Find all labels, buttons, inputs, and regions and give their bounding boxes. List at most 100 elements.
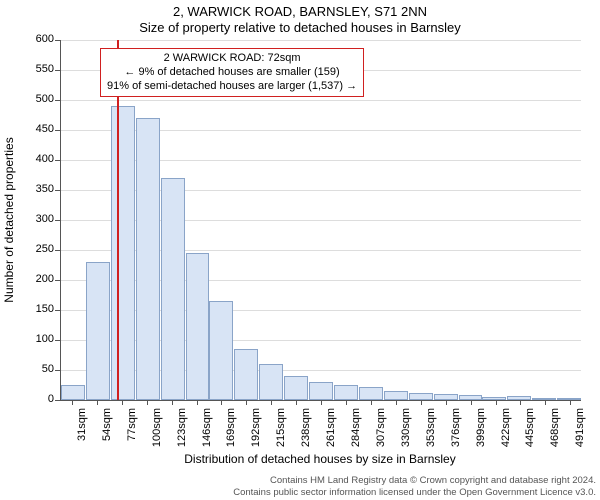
x-tick-label: 31sqm (76, 408, 88, 468)
x-tick-mark (396, 400, 397, 405)
annotation-box: 2 WARWICK ROAD: 72sqm← 9% of detached ho… (100, 48, 364, 97)
y-tick-label: 100 (20, 333, 54, 345)
x-tick-mark (371, 400, 372, 405)
x-tick-label: 238sqm (300, 408, 312, 468)
x-tick-mark (271, 400, 272, 405)
x-tick-mark (197, 400, 198, 405)
footer-attribution: Contains HM Land Registry data © Crown c… (0, 475, 600, 498)
histogram-bar (259, 364, 283, 400)
x-tick-mark (221, 400, 222, 405)
y-tick-mark (55, 280, 60, 281)
histogram-bar (86, 262, 110, 400)
histogram-bar (209, 301, 233, 400)
x-tick-mark (147, 400, 148, 405)
histogram-bar (384, 391, 408, 400)
x-tick-label: 307sqm (375, 408, 387, 468)
x-tick-label: 215sqm (275, 408, 287, 468)
x-tick-mark (246, 400, 247, 405)
footer-line-1: Contains HM Land Registry data © Crown c… (0, 475, 596, 486)
y-tick-label: 50 (20, 363, 54, 375)
x-tick-mark (471, 400, 472, 405)
x-tick-mark (570, 400, 571, 405)
x-tick-label: 192sqm (250, 408, 262, 468)
x-tick-label: 169sqm (225, 408, 237, 468)
y-tick-label: 350 (20, 183, 54, 195)
x-tick-label: 491sqm (574, 408, 586, 468)
x-tick-label: 445sqm (524, 408, 536, 468)
annotation-line: 91% of semi-detached houses are larger (… (107, 80, 357, 94)
histogram-bar (136, 118, 160, 400)
y-tick-mark (55, 400, 60, 401)
histogram-bar (111, 106, 135, 400)
gridline (61, 100, 581, 101)
y-tick-label: 150 (20, 303, 54, 315)
x-tick-mark (72, 400, 73, 405)
x-tick-mark (446, 400, 447, 405)
title-address: 2, WARWICK ROAD, BARNSLEY, S71 2NN (0, 4, 600, 19)
footer-line-2: Contains public sector information licen… (0, 487, 596, 498)
y-tick-label: 250 (20, 243, 54, 255)
histogram-bar (409, 393, 433, 400)
histogram-bar (284, 376, 308, 400)
annotation-line: 2 WARWICK ROAD: 72sqm (107, 52, 357, 66)
y-tick-mark (55, 130, 60, 131)
x-tick-mark (496, 400, 497, 405)
histogram-bar (532, 398, 556, 400)
y-tick-mark (55, 160, 60, 161)
y-axis-label: Number of detached properties (2, 40, 16, 400)
x-tick-label: 284sqm (350, 408, 362, 468)
y-tick-label: 600 (20, 33, 54, 45)
x-tick-label: 54sqm (101, 408, 113, 468)
histogram-bar (557, 398, 581, 400)
x-tick-mark (296, 400, 297, 405)
x-tick-label: 353sqm (425, 408, 437, 468)
x-tick-mark (346, 400, 347, 405)
y-tick-mark (55, 100, 60, 101)
histogram-bar (309, 382, 333, 400)
histogram-bar (482, 397, 506, 400)
x-tick-mark (97, 400, 98, 405)
x-tick-label: 376sqm (450, 408, 462, 468)
x-tick-mark (172, 400, 173, 405)
chart-container: 2, WARWICK ROAD, BARNSLEY, S71 2NN Size … (0, 0, 600, 500)
y-tick-mark (55, 340, 60, 341)
y-tick-label: 300 (20, 213, 54, 225)
x-tick-label: 123sqm (176, 408, 188, 468)
y-tick-label: 500 (20, 93, 54, 105)
x-tick-label: 399sqm (475, 408, 487, 468)
x-tick-label: 146sqm (201, 408, 213, 468)
y-tick-mark (55, 370, 60, 371)
histogram-bar (359, 387, 383, 400)
title-subtitle: Size of property relative to detached ho… (0, 20, 600, 35)
histogram-bar (61, 385, 85, 400)
x-tick-label: 261sqm (325, 408, 337, 468)
histogram-bar (507, 396, 531, 400)
histogram-bar (186, 253, 210, 400)
y-tick-mark (55, 250, 60, 251)
y-tick-label: 450 (20, 123, 54, 135)
y-tick-label: 200 (20, 273, 54, 285)
y-tick-label: 0 (20, 393, 54, 405)
x-tick-mark (321, 400, 322, 405)
x-tick-mark (545, 400, 546, 405)
gridline (61, 40, 581, 41)
annotation-line: ← 9% of detached houses are smaller (159… (107, 66, 357, 80)
x-tick-mark (122, 400, 123, 405)
histogram-bar (334, 385, 358, 400)
histogram-bar (234, 349, 258, 400)
x-tick-mark (520, 400, 521, 405)
x-tick-label: 330sqm (400, 408, 412, 468)
histogram-bar (161, 178, 185, 400)
x-tick-label: 77sqm (126, 408, 138, 468)
x-tick-label: 100sqm (151, 408, 163, 468)
y-tick-mark (55, 310, 60, 311)
x-tick-label: 468sqm (549, 408, 561, 468)
y-tick-mark (55, 220, 60, 221)
y-tick-mark (55, 70, 60, 71)
y-tick-mark (55, 40, 60, 41)
y-tick-label: 550 (20, 63, 54, 75)
x-tick-mark (421, 400, 422, 405)
x-tick-label: 422sqm (500, 408, 512, 468)
y-tick-mark (55, 190, 60, 191)
y-tick-label: 400 (20, 153, 54, 165)
